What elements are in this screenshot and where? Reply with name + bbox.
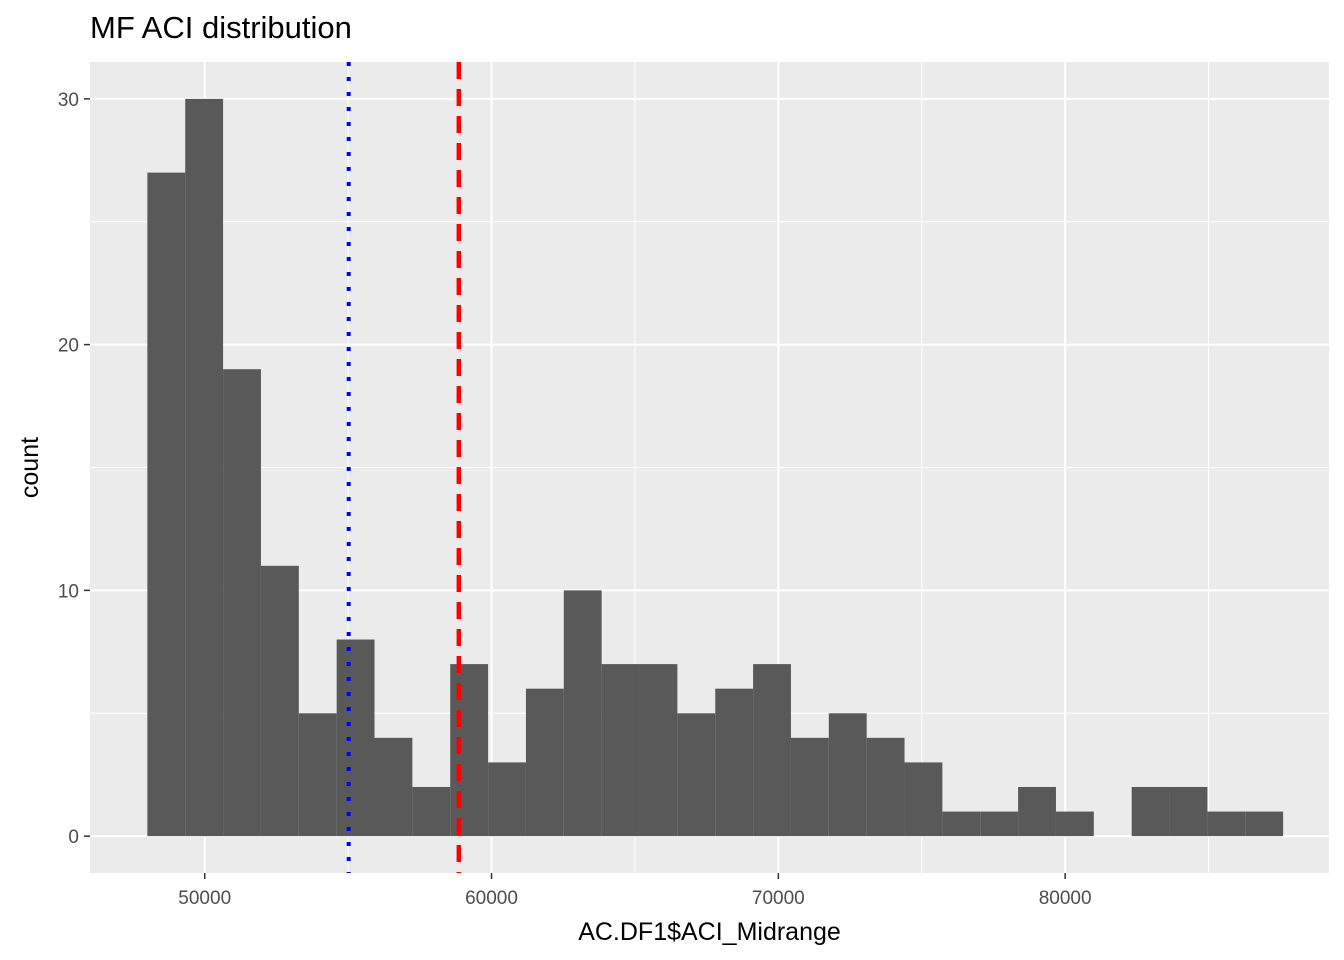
histogram-bar <box>753 664 791 837</box>
histogram-bar <box>1245 811 1284 837</box>
histogram-bar <box>828 713 867 837</box>
histogram-bar <box>374 737 413 837</box>
histogram-bar <box>260 565 299 837</box>
histogram-bar <box>790 737 829 837</box>
histogram-bar <box>563 590 602 837</box>
histogram-bar <box>1018 786 1056 837</box>
histogram-bar <box>147 172 186 837</box>
histogram-bar <box>1169 786 1208 837</box>
histogram-bar <box>488 762 526 837</box>
histogram-bar <box>1131 786 1170 837</box>
histogram-bar <box>866 737 905 837</box>
histogram-bar <box>715 688 754 837</box>
histogram-bar <box>185 98 224 837</box>
histogram-bar <box>677 713 716 837</box>
histogram-bar <box>525 688 564 837</box>
y-tick-label: 10 <box>58 581 79 602</box>
histogram-bar <box>412 786 451 837</box>
chart-title: MF ACI distribution <box>90 10 352 45</box>
x-axis-title: AC.DF1$ACI_Midrange <box>578 918 841 946</box>
histogram-bar <box>336 639 375 837</box>
y-axis-title: count <box>16 437 44 498</box>
histogram-bar <box>942 811 981 837</box>
axes: 50000 60000 70000 80000 0 10 20 30 <box>58 90 1092 909</box>
histogram-bar <box>639 664 678 837</box>
histogram-bar <box>223 369 261 837</box>
x-tick-label: 50000 <box>178 888 231 909</box>
histogram-bar <box>1207 811 1246 837</box>
histogram-bar <box>980 811 1019 837</box>
reference-lines <box>346 62 462 873</box>
histogram-bar <box>298 713 337 837</box>
y-tick-label: 30 <box>58 90 79 111</box>
histogram-bar <box>450 664 489 837</box>
y-tick-label: 0 <box>68 827 79 848</box>
histogram-bar <box>1055 811 1094 837</box>
histogram-bars <box>147 98 1284 837</box>
x-tick-label: 60000 <box>465 888 518 909</box>
histogram-bar <box>601 664 640 837</box>
histogram-bar <box>904 762 943 837</box>
x-tick-label: 70000 <box>752 888 805 909</box>
y-tick-label: 20 <box>58 336 79 357</box>
x-tick-label: 80000 <box>1039 888 1092 909</box>
